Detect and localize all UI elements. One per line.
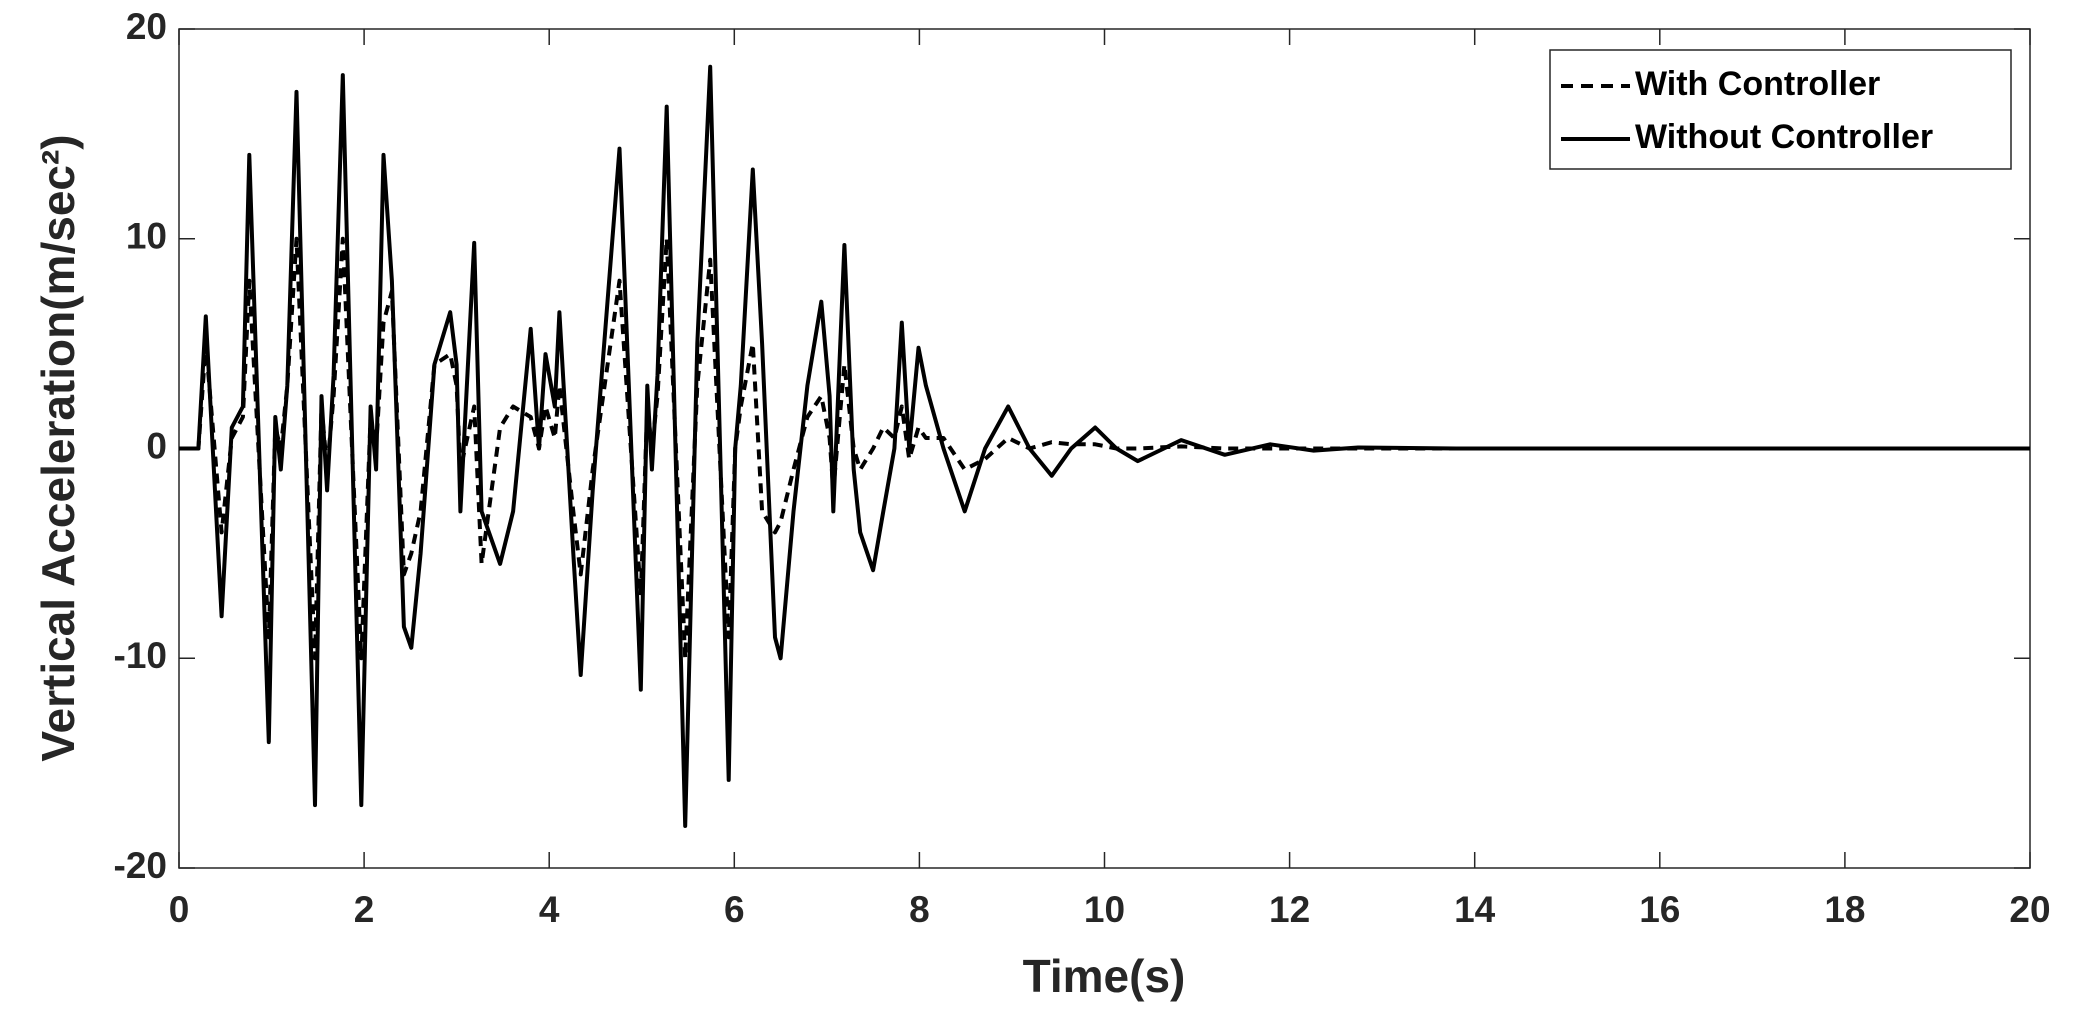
x-tick-label: 4: [539, 889, 560, 930]
x-tick-label: 12: [1269, 889, 1310, 930]
x-tick-label: 10: [1084, 889, 1125, 930]
y-tick-label: 0: [146, 425, 167, 466]
x-tick-label: 18: [1824, 889, 1865, 930]
legend-box: [1549, 49, 2012, 170]
x-axis-label: Time(s): [1023, 950, 1186, 1002]
x-tick-label: 14: [1454, 889, 1496, 930]
y-tick-label: 10: [126, 216, 167, 257]
x-tick-label: 16: [1639, 889, 1680, 930]
y-tick-label: 20: [126, 6, 167, 47]
legend-label: With Controller: [1635, 65, 1880, 103]
y-axis-label: Vertical Acceleration(m/sec²): [32, 134, 84, 761]
y-tick-label: -10: [114, 635, 167, 676]
legend-label: Without Controller: [1635, 118, 1933, 156]
x-tick-label: 8: [909, 889, 930, 930]
x-tick-label: 6: [724, 889, 745, 930]
series-line: [179, 64, 2030, 828]
x-tick-label: 2: [354, 889, 375, 930]
x-tick-label: 0: [169, 889, 190, 930]
x-tick-label: 20: [2009, 889, 2050, 930]
y-tick-label: -20: [114, 845, 167, 886]
